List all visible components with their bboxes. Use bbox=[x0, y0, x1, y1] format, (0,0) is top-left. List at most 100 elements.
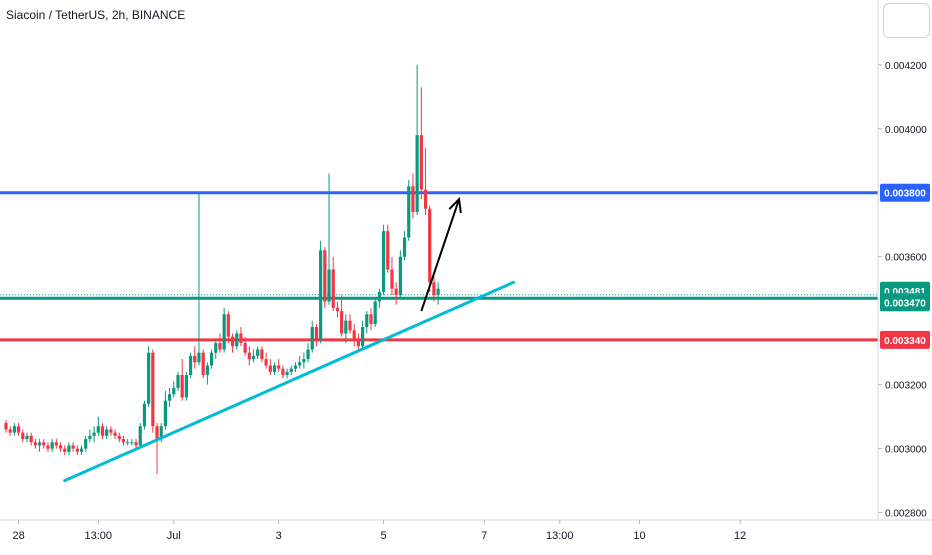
candle-down bbox=[428, 208, 432, 283]
candle-down bbox=[193, 355, 197, 363]
candle-up bbox=[402, 237, 407, 257]
candle-down bbox=[394, 288, 398, 296]
time-tick-label: 12 bbox=[734, 530, 746, 542]
price-tick-label: 0.003200 bbox=[885, 381, 927, 392]
price-tick-label: 0.004200 bbox=[885, 61, 927, 72]
trendline bbox=[63, 280, 516, 483]
candle-up bbox=[381, 231, 386, 292]
candle-up bbox=[138, 426, 142, 446]
candle-up bbox=[12, 426, 16, 433]
candle-up bbox=[256, 349, 260, 356]
chart-title: Siacoin / TetherUS, 2h, BINANCE bbox=[6, 8, 186, 22]
candle-down bbox=[121, 439, 126, 443]
candle-down bbox=[331, 269, 335, 308]
candle-down bbox=[226, 314, 230, 337]
candle-down bbox=[348, 320, 352, 331]
candle-down bbox=[4, 423, 8, 430]
candle-down bbox=[180, 375, 184, 398]
candle-down bbox=[109, 429, 113, 433]
candle-up bbox=[92, 432, 96, 436]
price-axis-panel bbox=[878, 0, 932, 550]
candle-down bbox=[386, 231, 390, 270]
candle-up bbox=[222, 314, 226, 350]
price-tag-label: 0.003481 bbox=[884, 287, 926, 298]
candle-up bbox=[377, 291, 381, 302]
price-tick-label: 0.004000 bbox=[885, 125, 927, 136]
candle-down bbox=[390, 269, 394, 289]
candle-up bbox=[163, 400, 168, 427]
time-tick-label: 7 bbox=[481, 530, 487, 542]
candle-up bbox=[205, 365, 209, 376]
price-tag-support-red bbox=[880, 330, 930, 349]
candle-down bbox=[432, 282, 436, 296]
chart-settings-button[interactable] bbox=[883, 3, 930, 38]
time-tick-label: 5 bbox=[381, 530, 387, 542]
candle-up bbox=[285, 371, 289, 376]
candle-down bbox=[71, 445, 75, 449]
candle-up bbox=[105, 429, 109, 436]
time-tick-label: 13:00 bbox=[85, 530, 113, 542]
price-tag-label: 0.003470 bbox=[884, 298, 926, 309]
candle-down bbox=[323, 250, 327, 302]
candle-down bbox=[260, 349, 264, 360]
candle-up bbox=[289, 368, 293, 372]
candle-down bbox=[155, 426, 159, 440]
candle-up bbox=[126, 442, 130, 444]
time-tick-label: 10 bbox=[633, 530, 645, 542]
candle-down bbox=[21, 432, 25, 440]
candle-down bbox=[314, 327, 319, 340]
candle-down bbox=[100, 426, 105, 436]
candle-down bbox=[281, 368, 285, 376]
candle-down bbox=[277, 365, 281, 369]
candle-up bbox=[96, 426, 100, 433]
candle-down bbox=[63, 448, 67, 452]
levels-layer bbox=[0, 191, 878, 342]
candle-down bbox=[33, 442, 37, 446]
candle-up bbox=[344, 320, 348, 334]
candle-up bbox=[188, 355, 193, 376]
candle-up bbox=[235, 333, 239, 347]
candle-up bbox=[88, 435, 92, 440]
candle-down bbox=[16, 426, 21, 433]
candle-down bbox=[201, 352, 205, 376]
drawings-layer bbox=[63, 196, 516, 483]
candle-down bbox=[352, 330, 356, 340]
candle-up bbox=[365, 314, 369, 328]
candle-down bbox=[243, 343, 247, 353]
candle-down bbox=[247, 352, 251, 360]
candle-up bbox=[407, 186, 411, 238]
price-tag-label: 0.003340 bbox=[884, 336, 926, 347]
price-tag-support-green bbox=[880, 293, 930, 312]
candle-up bbox=[159, 426, 163, 440]
arrow-line bbox=[420, 198, 461, 312]
candle-up bbox=[197, 352, 201, 363]
candle-up bbox=[306, 349, 310, 360]
candle-down bbox=[58, 445, 63, 449]
candles-layer bbox=[4, 64, 440, 475]
candle-up bbox=[168, 394, 172, 401]
candle-down bbox=[8, 429, 12, 433]
candle-up bbox=[142, 403, 147, 427]
candle-down bbox=[230, 336, 235, 347]
candle-up bbox=[398, 256, 402, 296]
candle-up bbox=[209, 352, 214, 366]
time-tick-label: Jul bbox=[167, 530, 181, 542]
candle-down bbox=[268, 365, 272, 372]
candle-up bbox=[25, 435, 29, 440]
candle-up bbox=[310, 327, 314, 350]
candle-down bbox=[423, 189, 428, 209]
candle-up bbox=[50, 442, 54, 449]
candle-up bbox=[298, 362, 302, 366]
candle-down bbox=[134, 442, 138, 446]
candle-down bbox=[369, 314, 373, 324]
candle-up bbox=[37, 442, 42, 446]
candle-down bbox=[29, 435, 33, 443]
candle-down bbox=[113, 432, 117, 436]
candle-up bbox=[147, 352, 151, 404]
candle-up bbox=[302, 359, 306, 363]
price-tick-label: 0.003000 bbox=[885, 445, 927, 456]
candle-down bbox=[411, 186, 415, 212]
